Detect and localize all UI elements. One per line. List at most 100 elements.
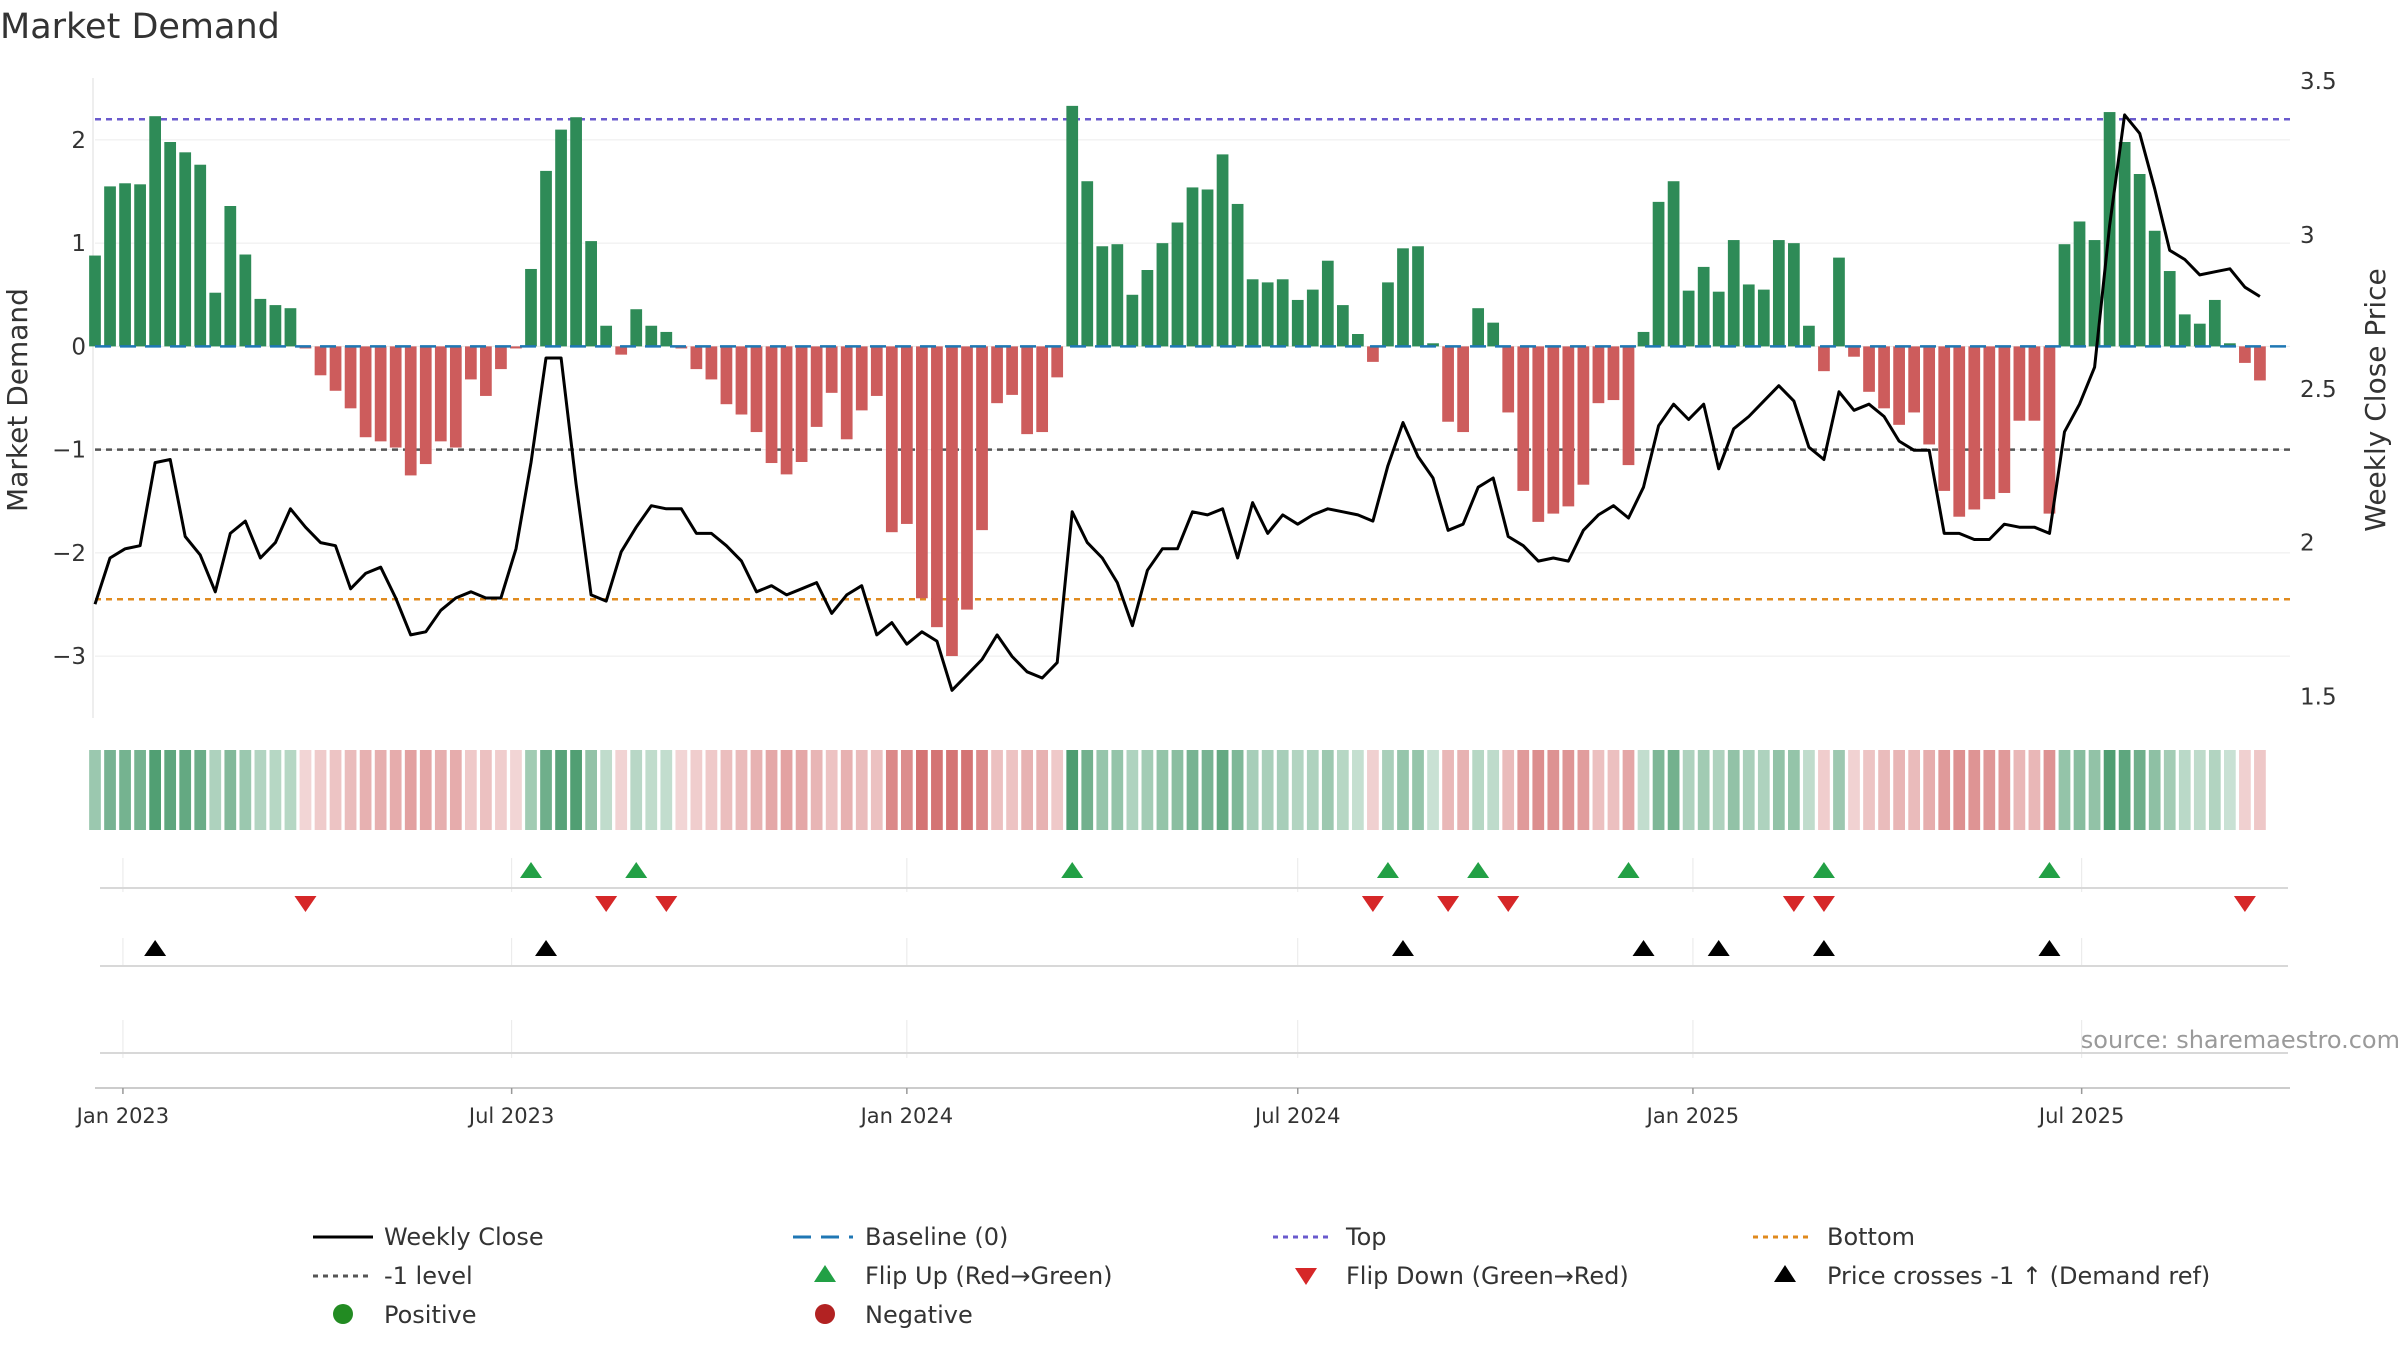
strip-cell xyxy=(1607,750,1620,830)
strip-cell xyxy=(374,750,387,830)
demand-bar xyxy=(735,346,748,415)
strip-cell xyxy=(1772,750,1785,830)
strip-cell xyxy=(720,750,733,830)
demand-bar xyxy=(690,346,703,370)
strip-cell xyxy=(1863,750,1875,830)
demand-bar xyxy=(2193,323,2206,347)
demand-bar xyxy=(1923,346,1936,445)
demand-bar xyxy=(510,346,522,349)
weekly-close-line xyxy=(93,113,2261,692)
strip-cell xyxy=(1261,750,1274,830)
x-tick-label: Jan 2024 xyxy=(859,1104,954,1128)
strip-cell xyxy=(1562,750,1575,830)
demand-bar xyxy=(1201,189,1214,347)
flip-down-marker xyxy=(1782,896,1805,912)
legend-label-weekly-close: Weekly Close xyxy=(384,1223,544,1251)
demand-bar xyxy=(89,255,101,347)
strip-cell xyxy=(1216,750,1229,830)
strip-cell xyxy=(284,750,297,830)
price-cross-marker xyxy=(535,940,558,956)
strip-cell xyxy=(900,750,913,830)
demand-bar xyxy=(1321,260,1334,347)
strip-cell xyxy=(1066,750,1079,830)
demand-bar xyxy=(795,346,808,462)
demand-bar xyxy=(1352,334,1364,347)
demand-bar xyxy=(585,241,597,347)
negative-dot-icon xyxy=(815,1304,835,1324)
demand-bar xyxy=(630,309,643,347)
legend-label-top: Top xyxy=(1345,1223,1387,1251)
demand-bar xyxy=(840,346,853,440)
demand-bar xyxy=(1246,279,1259,347)
demand-bar xyxy=(2133,174,2146,347)
demand-bar xyxy=(2118,142,2131,347)
legend-label-flip-up: Flip Up (Red→Green) xyxy=(865,1262,1113,1290)
demand-bar xyxy=(1682,290,1695,347)
strip-cell xyxy=(1532,750,1545,830)
demand-bar xyxy=(1968,346,1981,510)
demand-bar xyxy=(239,254,252,347)
demand-bar xyxy=(991,346,1003,404)
strip-cell xyxy=(630,750,643,830)
strip-cell xyxy=(2254,750,2266,830)
strip-cell xyxy=(570,750,582,830)
demand-bar xyxy=(1021,346,1033,435)
strip-cell xyxy=(164,750,177,830)
demand-bar xyxy=(1637,331,1650,347)
strip-cell xyxy=(1367,750,1379,830)
strip-cell xyxy=(1036,750,1049,830)
legend-item-price-cross: Price crosses -1 ↑ (Demand ref) xyxy=(1774,1262,2210,1290)
demand-bar xyxy=(825,346,838,393)
strip-cell xyxy=(464,750,477,830)
demand-bar xyxy=(2208,299,2221,347)
strip-cell xyxy=(2103,750,2116,830)
demand-bar xyxy=(374,346,387,442)
strip-cell xyxy=(1081,750,1094,830)
demand-bar xyxy=(2148,230,2161,347)
demand-bar xyxy=(750,346,763,433)
flip-up-marker xyxy=(625,862,648,878)
y2-tick-label: 1.5 xyxy=(2300,684,2337,710)
demand-bar xyxy=(1457,346,1469,433)
strip-cell xyxy=(179,750,192,830)
demand-bar xyxy=(1757,289,1770,347)
demand-bar xyxy=(314,346,327,376)
flip-up-marker xyxy=(1467,862,1490,878)
demand-bar xyxy=(1231,203,1244,347)
flip-up-marker xyxy=(1617,862,1640,878)
strip-cell xyxy=(269,750,282,830)
strip-cell xyxy=(1953,750,1966,830)
strip-cell xyxy=(1697,750,1710,830)
demand-bar xyxy=(1412,246,1424,347)
demand-bar xyxy=(1126,294,1139,347)
demand-bar xyxy=(134,184,146,347)
strip-cell xyxy=(1742,750,1755,830)
strip-cell xyxy=(1336,750,1349,830)
strip-cell xyxy=(2133,750,2146,830)
strip-cell xyxy=(89,750,101,830)
x-axis-ticks: Jan 2023 Jul 2023 Jan 2024 Jul 2024 Jan 2025… xyxy=(75,1087,2290,1128)
strip-cell xyxy=(1727,750,1740,830)
legend-label-bottom: Bottom xyxy=(1827,1223,1915,1251)
event-markers xyxy=(144,862,2256,956)
strip-cell xyxy=(735,750,748,830)
strip-cell xyxy=(870,750,883,830)
strip-cell xyxy=(1006,750,1018,830)
demand-bar xyxy=(2028,346,2041,421)
legend-item-top: Top xyxy=(1273,1223,1387,1251)
demand-bar xyxy=(1788,243,1800,347)
price-cross-marker xyxy=(1707,940,1730,956)
demand-bar xyxy=(119,183,131,347)
demand-bars xyxy=(89,105,2266,657)
legend-item-flip-up: Flip Up (Red→Green) xyxy=(814,1262,1113,1290)
demand-bar xyxy=(1261,282,1274,347)
strip-cell xyxy=(525,750,537,830)
demand-bar xyxy=(885,346,898,533)
strip-cell xyxy=(2013,750,2026,830)
demand-bar xyxy=(359,346,372,438)
flip-up-icon xyxy=(814,1265,836,1282)
demand-bar xyxy=(2073,221,2086,347)
demand-bar xyxy=(2043,346,2056,514)
